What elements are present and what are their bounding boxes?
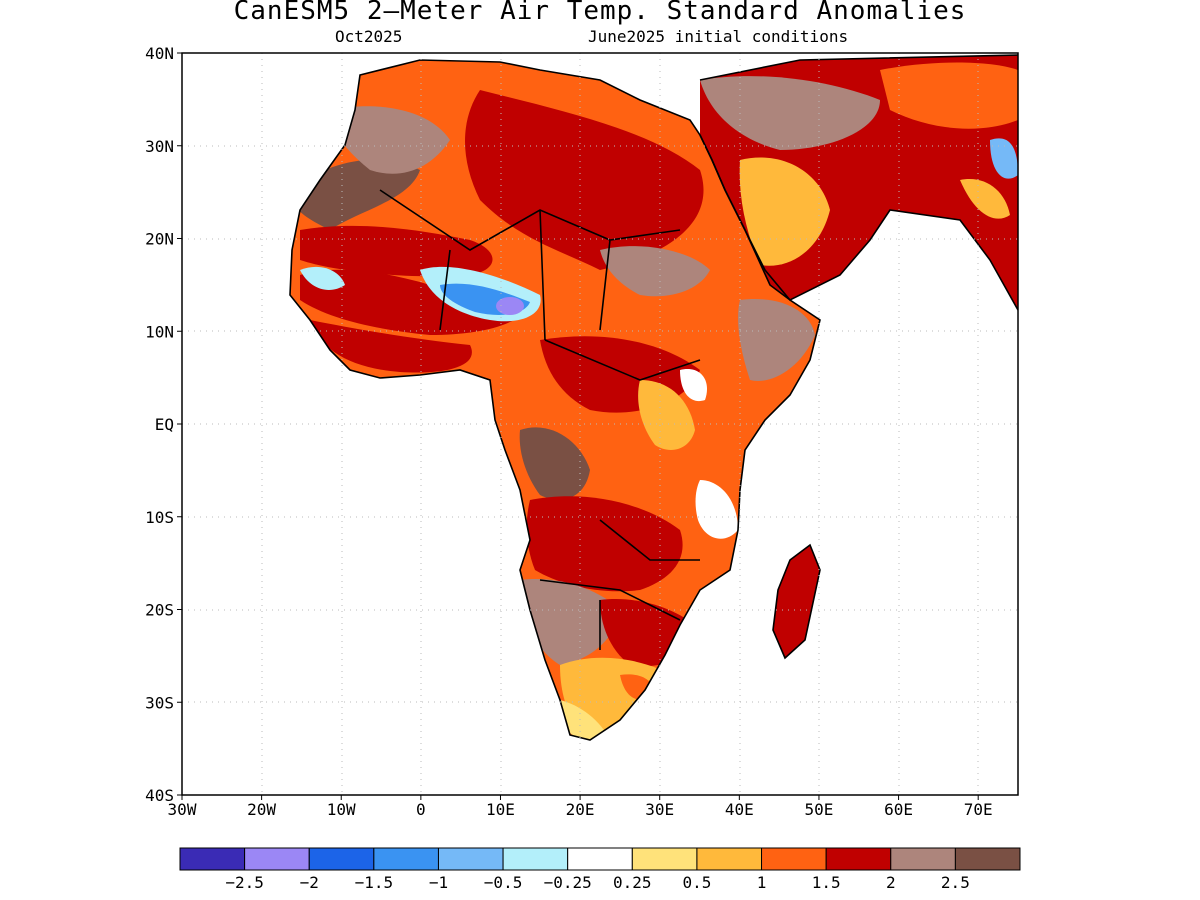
lon-tick-label: 20E — [566, 800, 595, 819]
colorbar-label: 2 — [886, 873, 896, 892]
lon-tick-label: 20W — [247, 800, 276, 819]
colorbar-swatch — [890, 847, 956, 871]
colorbar-label: −1 — [429, 873, 448, 892]
colorbar-swatch — [696, 847, 763, 871]
longitude-ticks: 30W 20W 10W 0 10E 20E 30E 40E 50E 60E 70E — [168, 795, 993, 819]
lat-tick-label: 30S — [145, 693, 174, 712]
colorbar: −2.5 −2 −1.5 −1 −0.5 −0.25 0.25 0.5 1 1.5 2 2.5 — [179, 847, 1021, 892]
lon-tick-label: 10W — [327, 800, 356, 819]
map-title: CanESM5 2–Meter Air Temp. Standard Anoma… — [233, 0, 967, 26]
latitude-ticks: 40N 30N 20N 10N EQ 10S 20S 30S 40S — [145, 44, 182, 805]
colorbar-label: −2 — [300, 873, 319, 892]
lon-tick-label: 10E — [486, 800, 515, 819]
colorbar-label: −1.5 — [355, 873, 394, 892]
lon-tick-label: 30W — [168, 800, 197, 819]
lon-tick-label: 70E — [964, 800, 993, 819]
lat-tick-label: 30N — [145, 137, 174, 156]
lon-tick-label: 40E — [725, 800, 754, 819]
colorbar-swatch — [825, 847, 892, 871]
lon-tick-label: 0 — [416, 800, 426, 819]
colorbar-label: 1.5 — [812, 873, 841, 892]
lat-tick-label: 20N — [145, 230, 174, 249]
lon-tick-label: 50E — [804, 800, 833, 819]
lat-tick-label: EQ — [155, 415, 174, 434]
colorbar-label: 1 — [757, 873, 767, 892]
colorbar-swatch — [761, 847, 827, 871]
colorbar-label: −2.5 — [225, 873, 264, 892]
colorbar-swatch — [502, 847, 569, 871]
colorbar-label: 2.5 — [941, 873, 970, 892]
colorbar-label: −0.5 — [484, 873, 523, 892]
lat-tick-label: 10N — [145, 322, 174, 341]
lon-tick-label: 30E — [645, 800, 674, 819]
lat-tick-label: 10S — [145, 508, 174, 527]
colorbar-swatch — [308, 847, 375, 871]
colorbar-swatch — [179, 847, 246, 871]
colorbar-swatch — [631, 847, 698, 871]
coastlines — [289, 54, 1018, 741]
lat-tick-label: 40N — [145, 44, 174, 63]
initial-conditions: June2025 initial conditions — [588, 27, 849, 46]
colorbar-swatch — [437, 847, 504, 871]
lon-tick-label: 60E — [884, 800, 913, 819]
colorbar-label: 0.5 — [682, 873, 711, 892]
colorbar-swatch — [954, 847, 1021, 871]
lat-tick-label: 40S — [145, 786, 174, 805]
colorbar-swatch — [567, 847, 633, 871]
forecast-month: Oct2025 — [335, 27, 403, 46]
colorbar-label: 0.25 — [613, 873, 652, 892]
colorbar-swatch — [244, 847, 310, 871]
colorbar-swatch — [373, 847, 439, 871]
lat-tick-label: 20S — [145, 601, 174, 620]
gridlines — [182, 53, 1018, 795]
colorbar-label: −0.25 — [544, 873, 592, 892]
